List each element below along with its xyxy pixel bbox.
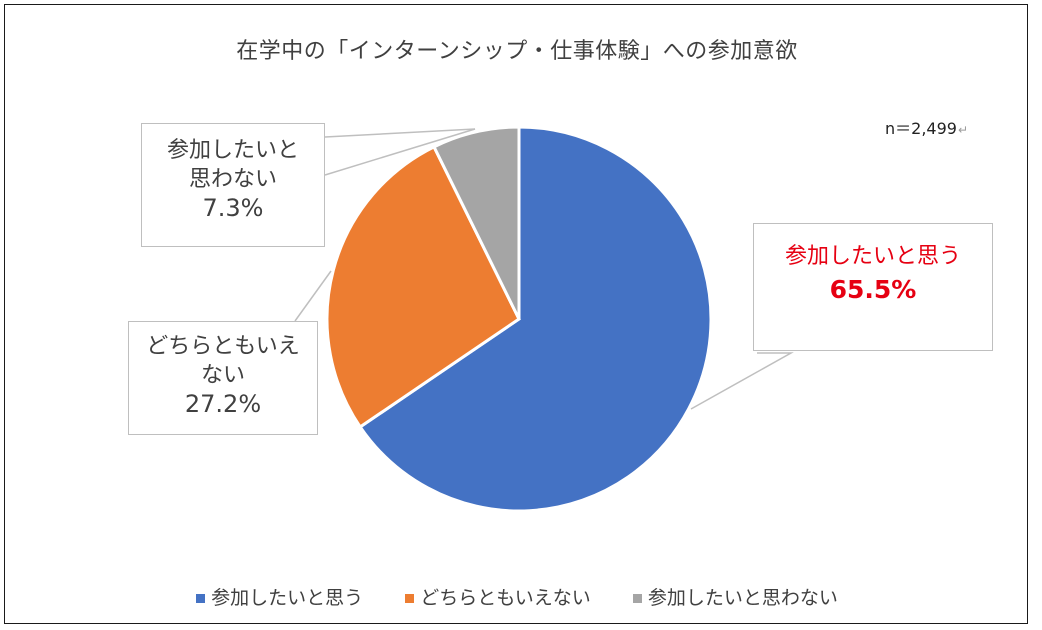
callout-label-line: ない [200,363,245,388]
legend-swatch [196,594,206,603]
pie-slice-not-want [431,125,521,320]
leader-line-not-want [324,128,476,138]
callout-label-line: どちらともいえ [146,334,300,359]
chart-legend: 参加したいと思う どちらともいえない 参加したいと思わない [5,583,1029,610]
pie-slice-neutral [325,144,521,430]
callout-value: 65.5% [829,275,917,304]
callout-label-line: 思わない [188,167,277,192]
legend-item: 参加したいと思う [196,583,363,610]
callout-value: 7.3% [202,194,264,222]
callout-value: 27.2% [184,390,262,418]
sample-size-note: n＝2,499↵ [885,115,968,139]
pie-slice-want [358,125,713,513]
chart-title: 在学中の「インターンシップ・仕事体験」への参加意欲 [236,39,798,64]
leader-line-neutral [294,270,332,322]
pie-chart [294,125,794,513]
callout-label-line: 参加したいと [166,138,299,163]
callout-want-to-participate: 参加したいと思う 65.5% [753,223,993,351]
sample-size-text: n＝2,499 [885,119,957,138]
leader-line-want [690,352,794,410]
callout-label-line: 参加したいと思う [784,244,961,269]
legend-swatch [632,594,642,603]
chart-frame: 在学中の「インターンシップ・仕事体験」への参加意欲 n＝2,499↵ 参加したい… [4,4,1028,624]
legend-item: 参加したいと思わない [632,583,838,610]
legend-label: どちらともいえない [420,587,591,609]
callout-neutral: どちらともいえ ない 27.2% [128,321,318,435]
return-mark-icon: ↵ [957,123,969,137]
legend-swatch [405,594,415,603]
legend-label: 参加したいと思う [211,587,364,609]
leader-line-not-want [324,128,476,176]
legend-label: 参加したいと思わない [647,587,838,609]
legend-item: どちらともいえない [405,583,591,610]
callout-not-want: 参加したいと 思わない 7.3% [141,123,325,247]
